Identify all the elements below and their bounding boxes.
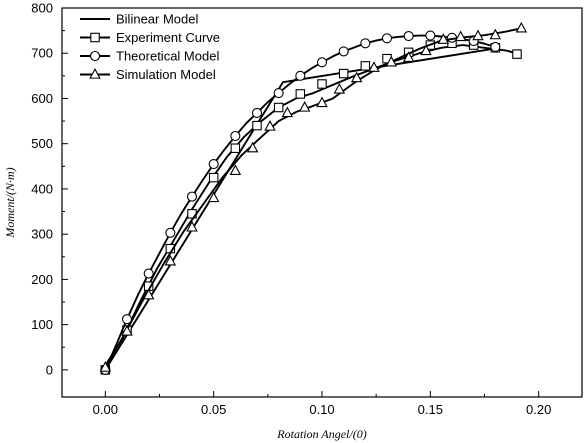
x-tick-label: 0.10: [309, 402, 334, 417]
triangle-marker: [472, 29, 484, 41]
y-tick-label: 300: [31, 227, 53, 242]
circle-marker: [251, 107, 263, 118]
square-marker: [317, 79, 327, 89]
circle-marker: [230, 130, 241, 142]
legend-item: Theoretical Model: [80, 49, 219, 64]
legend-label: Theoretical Model: [116, 49, 219, 64]
square-marker: [295, 89, 306, 99]
circle-marker: [89, 50, 101, 62]
triangle-marker: [89, 68, 101, 79]
triangle-marker: [515, 21, 528, 33]
x-axis-title: Rotation Angel/(0): [276, 427, 366, 441]
triangle-marker: [264, 120, 276, 131]
y-axis-title: Moment/(N·m): [3, 167, 17, 238]
circle-marker: [143, 268, 154, 279]
y-tick-label: 800: [31, 1, 53, 16]
series-simulation-model: [99, 21, 528, 372]
triangle-marker: [99, 361, 112, 372]
legend: Bilinear Model Experiment Curve Theoretica…: [80, 12, 220, 82]
square-marker: [90, 32, 100, 43]
triangle-marker: [454, 30, 467, 42]
triangle-marker: [350, 71, 363, 83]
legend-label: Bilinear Model: [116, 12, 198, 27]
square-marker: [273, 102, 284, 113]
triangle-marker: [316, 96, 328, 108]
square-marker: [360, 61, 371, 71]
triangle-marker: [186, 220, 198, 232]
circle-marker: [186, 191, 198, 202]
triangle-marker: [121, 324, 133, 336]
y-tick-label: 0: [46, 362, 53, 377]
series-theoretical-model: [100, 30, 501, 375]
y-tick-label: 200: [31, 272, 53, 287]
circle-marker: [165, 227, 176, 238]
y-axis: 0 100 200 300 400 500 600 700 800: [31, 1, 68, 377]
square-marker: [208, 172, 219, 183]
y-tick-label: 400: [31, 181, 53, 196]
triangle-marker: [246, 141, 259, 153]
x-tick-label: 0.15: [418, 402, 443, 417]
circle-marker: [425, 30, 436, 41]
square-marker: [230, 143, 241, 153]
series-bilinear-model: [104, 46, 500, 371]
triangle-marker: [207, 191, 220, 203]
triangle-marker: [489, 28, 502, 40]
triangle-marker: [437, 33, 450, 44]
triangle-marker: [281, 106, 294, 118]
circle-marker: [295, 70, 306, 81]
triangle-marker: [142, 288, 155, 300]
circle-marker: [316, 57, 328, 68]
triangle-marker: [164, 254, 177, 266]
circle-marker: [338, 46, 349, 57]
circle-marker: [208, 159, 219, 170]
legend-label: Simulation Model: [116, 67, 216, 82]
triangle-marker: [368, 61, 380, 72]
legend-item: Experiment Curve: [80, 30, 220, 45]
triangle-marker: [385, 55, 398, 67]
circle-marker: [121, 314, 133, 325]
y-tick-label: 600: [31, 91, 53, 106]
triangle-marker: [229, 164, 242, 176]
circle-marker: [403, 30, 414, 42]
series-line: [104, 46, 500, 371]
square-marker: [512, 49, 522, 59]
x-tick-label: 0.20: [526, 402, 551, 417]
x-tick-label: 0.05: [201, 402, 226, 417]
series-layer: [99, 21, 528, 375]
triangle-marker: [420, 44, 432, 56]
circle-marker: [273, 87, 284, 99]
legend-item: Bilinear Model: [80, 12, 198, 27]
triangle-marker: [333, 82, 346, 94]
legend-label: Experiment Curve: [116, 30, 220, 45]
triangle-marker: [298, 101, 311, 112]
x-tick-label: 0.00: [93, 402, 118, 417]
y-tick-label: 500: [31, 136, 53, 151]
circle-marker: [360, 38, 371, 49]
y-tick-label: 700: [31, 46, 53, 61]
square-marker: [252, 120, 262, 131]
triangle-marker: [402, 51, 415, 62]
square-marker: [338, 68, 349, 79]
legend-item: Simulation Model: [80, 67, 216, 82]
circle-marker: [381, 33, 393, 44]
circle-marker: [490, 41, 501, 52]
y-tick-label: 100: [31, 317, 53, 332]
x-axis: 0.00 0.05 0.10 0.15 0.20: [93, 391, 551, 417]
